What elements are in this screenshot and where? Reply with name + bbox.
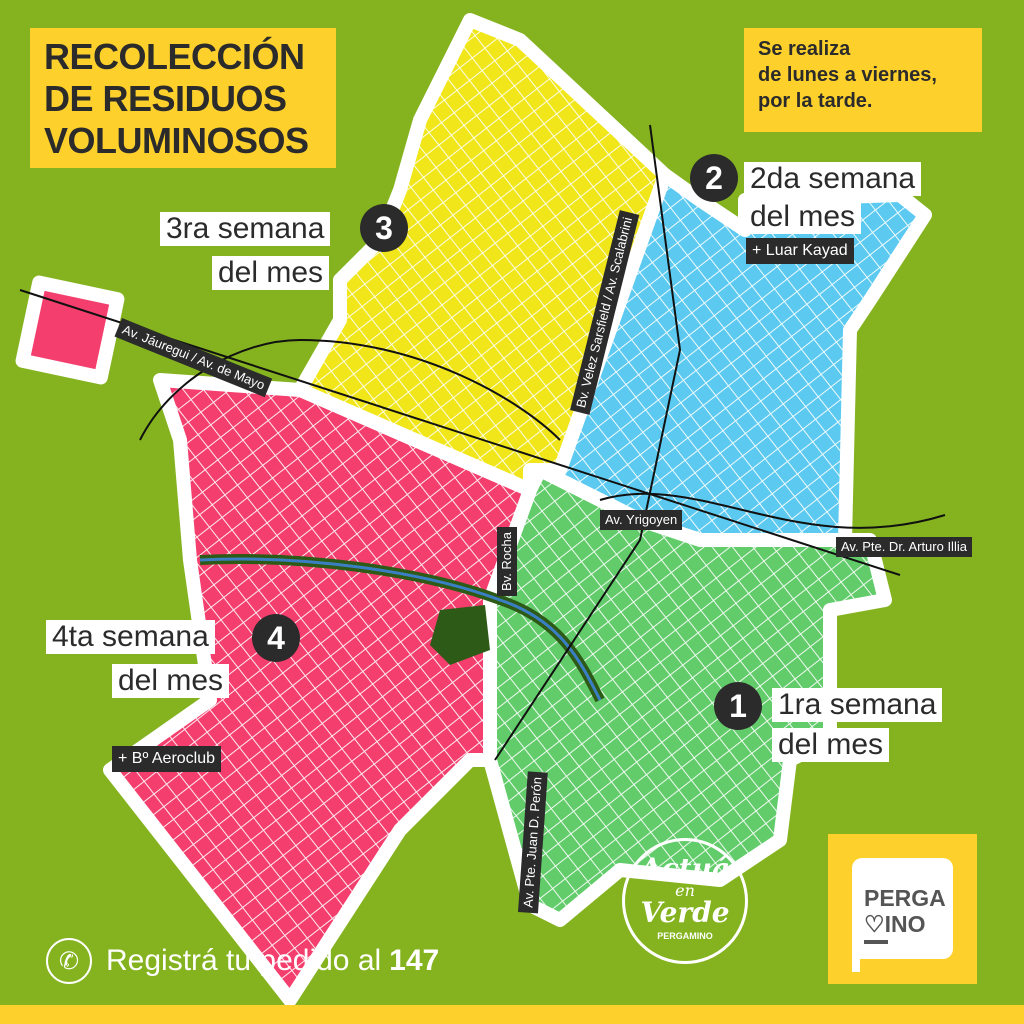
title-line: VOLUMINOSOS: [44, 120, 309, 161]
zone-1-label-2: del mes: [772, 728, 890, 762]
title-line: DE RESIDUOS: [44, 78, 287, 119]
zone-2-extra: + Luar Kayad: [746, 238, 854, 264]
zone-2-label-2: del mes: [744, 200, 862, 234]
railway-lines: [19, 124, 946, 761]
zone-3-badge: 3: [360, 204, 408, 252]
logo-text: ♡INO: [864, 911, 926, 937]
schedule-line: Se realiza: [758, 38, 851, 60]
zone-2-badge: 2: [690, 154, 738, 202]
zone-1-label: 1ra semana: [772, 688, 943, 722]
zone-4-label: 4ta semana: [46, 620, 215, 654]
zone-4-label-2: del mes: [112, 664, 230, 698]
schedule-line: de lunes a viernes,: [758, 64, 937, 86]
street-label-illia: Av. Pte. Dr. Arturo Illia: [836, 537, 972, 557]
contact-info: ✆ Registrá tu pedido al 147: [46, 938, 439, 984]
schedule-box: Se realiza de lunes a viernes, por la ta…: [744, 28, 982, 132]
contact-number[interactable]: 147: [389, 944, 440, 977]
zone-3-label-2: del mes: [212, 256, 330, 290]
contact-text: Registrá tu pedido al: [106, 944, 382, 977]
logo-text: PERGA: [864, 885, 946, 911]
logo-text: PERGAMINO: [657, 931, 713, 941]
title-line: RECOLECCIÓN: [44, 36, 305, 77]
schedule-line: por la tarde.: [758, 90, 873, 112]
actua-en-verde-logo: Actuá en Verde PERGAMINO: [622, 838, 748, 964]
logo-text: Actuá: [639, 852, 731, 885]
zone-4-badge: 4: [252, 614, 300, 662]
street-label-rocha: Bv. Rocha: [497, 526, 517, 596]
park: [430, 605, 490, 665]
logo-text: en: [675, 881, 695, 900]
zone-1-badge: 1: [714, 682, 762, 730]
bottom-bar: [0, 1005, 1024, 1024]
phone-icon: ✆: [46, 938, 92, 984]
pergamino-logo: PERGA ♡INO: [828, 834, 977, 984]
logo-text: Verde: [640, 896, 730, 929]
street-label-yrigoyen: Av. Yrigoyen: [600, 510, 683, 530]
zone-2-label: 2da semana: [744, 162, 922, 196]
title-box: RECOLECCIÓN DE RESIDUOS VOLUMINOSOS: [30, 28, 336, 168]
zone-4-extra: + Bº Aeroclub: [112, 746, 222, 772]
zone-4-annex: [15, 275, 125, 385]
zone-3-label: 3ra semana: [160, 212, 331, 246]
